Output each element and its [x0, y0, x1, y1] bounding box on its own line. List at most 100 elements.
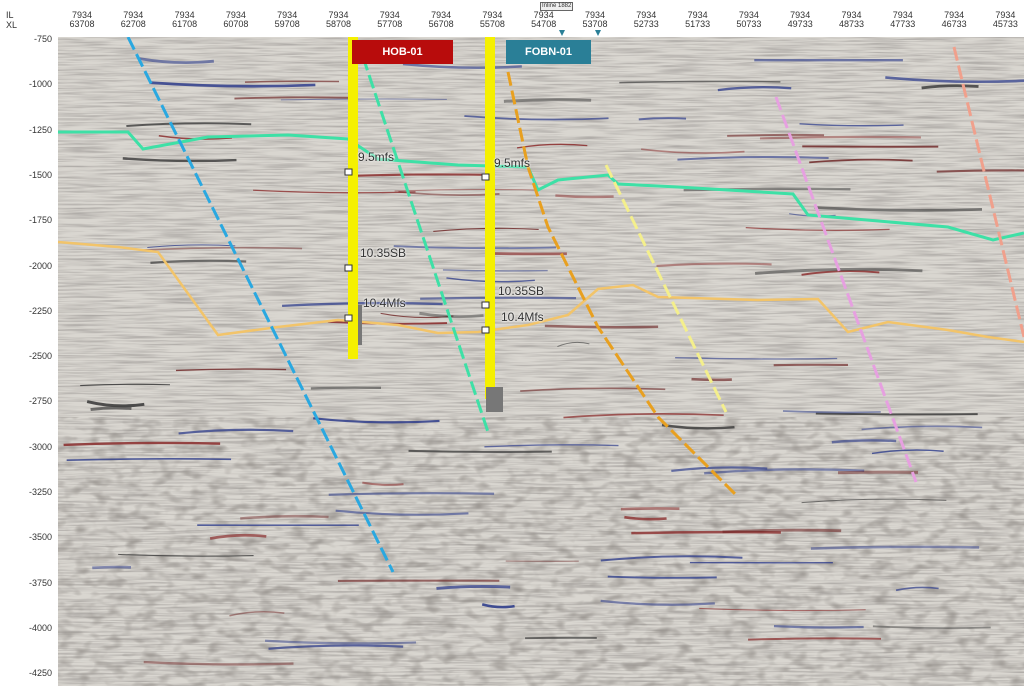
- xl-value: 50733: [736, 19, 762, 29]
- crossline-tick-label: 7934 59708: [267, 11, 307, 29]
- reflector-band: [520, 387, 666, 392]
- reflector-band: [86, 400, 145, 408]
- reflector-band: [484, 444, 619, 448]
- reflector-band: [141, 246, 303, 251]
- xl-value: 58708: [325, 19, 352, 29]
- well-tag-fobn[interactable]: FOBN-01: [506, 40, 591, 64]
- inline-tag[interactable]: Inline 1882: [540, 2, 574, 11]
- reflector-band: [810, 545, 980, 550]
- reflector-band: [150, 259, 247, 264]
- reflector-band: [420, 296, 577, 300]
- reflector-band: [704, 468, 865, 475]
- reflector-band: [92, 565, 132, 570]
- il-value: 7934: [687, 10, 708, 20]
- reflector-band: [921, 84, 979, 90]
- xl-value: 49733: [787, 19, 813, 29]
- reflector-band: [671, 466, 768, 472]
- reflector-band: [149, 81, 316, 88]
- depth-tick-label: -750: [33, 34, 52, 44]
- well-tag-hob[interactable]: HOB-01: [352, 40, 453, 64]
- crossline-tick-label: 7934 55708: [472, 11, 512, 29]
- xl-value: 54708: [531, 19, 557, 29]
- seismic-plot[interactable]: [58, 37, 1024, 686]
- reflector-band: [936, 169, 1024, 173]
- crossline-tick-label: 7934 52733: [626, 11, 666, 29]
- well-top-marker: [344, 168, 353, 176]
- reflector-band: [861, 425, 983, 431]
- reflector-band: [638, 117, 687, 121]
- depth-tick-label: -3000: [28, 441, 52, 452]
- il-value: 7934: [636, 10, 657, 20]
- reflector-band: [126, 122, 252, 127]
- xl-value: 55708: [479, 19, 505, 29]
- well-top-marker: [344, 314, 353, 322]
- well-track-hob: [348, 37, 358, 359]
- il-value: 7934: [482, 10, 503, 20]
- reflector-band: [814, 206, 983, 212]
- reflector-band: [66, 458, 232, 461]
- crossline-tick-label: 7934 62708: [113, 11, 153, 29]
- il-value: 7934: [174, 10, 195, 20]
- xl-value: 53708: [582, 19, 608, 29]
- reflector-band: [442, 269, 548, 272]
- reflector-band: [624, 515, 667, 521]
- crossline-tick-label: 7934 46733: [934, 11, 974, 29]
- reflector-band: [362, 481, 404, 486]
- reflector-band: [555, 194, 614, 199]
- reflector-band: [799, 123, 904, 127]
- reflector-band: [872, 625, 991, 630]
- xl-axis-label: XL: [6, 20, 18, 30]
- depth-tick-label: -2000: [28, 260, 52, 271]
- reflector-band: [244, 80, 340, 83]
- reflector-band: [745, 227, 890, 231]
- il-value: 7934: [71, 10, 93, 20]
- xl-value: 52733: [633, 19, 659, 29]
- reflector-band: [143, 660, 294, 666]
- reflector-band: [229, 610, 285, 617]
- horizon-upper: [58, 130, 1024, 242]
- reflector-band: [801, 270, 880, 276]
- reflector-band: [175, 368, 287, 372]
- well-top-label: 9.5mfs: [494, 156, 531, 170]
- reflector-band: [80, 383, 170, 387]
- crossline-tick-label: 7934 51733: [678, 11, 718, 29]
- reflector-band: [408, 449, 552, 453]
- crossline-tick-label: 7934 61708: [165, 11, 205, 29]
- reflector-band: [268, 644, 404, 650]
- reflector-band: [831, 439, 897, 444]
- reflector-band: [253, 189, 416, 194]
- well-casing-hob: [358, 305, 362, 345]
- well-casing-fobn: [486, 387, 503, 412]
- il-value: 7934: [738, 10, 759, 20]
- il-value: 7934: [892, 10, 913, 20]
- reflector-band: [209, 533, 267, 540]
- well-top-label: 9.5mfs: [358, 150, 395, 164]
- reflector-band: [801, 498, 947, 504]
- reflector-band: [607, 575, 717, 579]
- reflector-band: [600, 555, 743, 562]
- reflector-band: [240, 514, 329, 520]
- reflector-band: [677, 156, 829, 161]
- reflector-band: [759, 135, 921, 140]
- depth-tick-label: -1500: [28, 169, 52, 180]
- depth-tick-label: -2500: [28, 351, 52, 362]
- il-value: 7934: [995, 10, 1016, 20]
- well-top-marker: [344, 264, 353, 272]
- reflector-band: [815, 412, 978, 416]
- xl-value: 47733: [890, 19, 916, 29]
- crossline-tick-label: 7934 50733: [729, 11, 769, 29]
- il-value: 7934: [431, 10, 452, 20]
- xl-value: 59708: [274, 19, 300, 29]
- reflector-band: [722, 528, 842, 534]
- depth-tick-label: -4250: [28, 668, 52, 679]
- reflector-band: [675, 357, 838, 360]
- reflector-band: [264, 639, 417, 645]
- crossline-tick-label: 7934 56708: [421, 11, 461, 29]
- xl-value: 63708: [69, 19, 95, 29]
- reflector-band: [837, 470, 919, 475]
- well-top-label: 10.4Mfs: [363, 296, 406, 310]
- reflector-band: [631, 530, 781, 535]
- reflector-band: [139, 57, 215, 65]
- reflector-band: [656, 262, 772, 268]
- crossline-tick-label: 7934 58708: [319, 11, 359, 29]
